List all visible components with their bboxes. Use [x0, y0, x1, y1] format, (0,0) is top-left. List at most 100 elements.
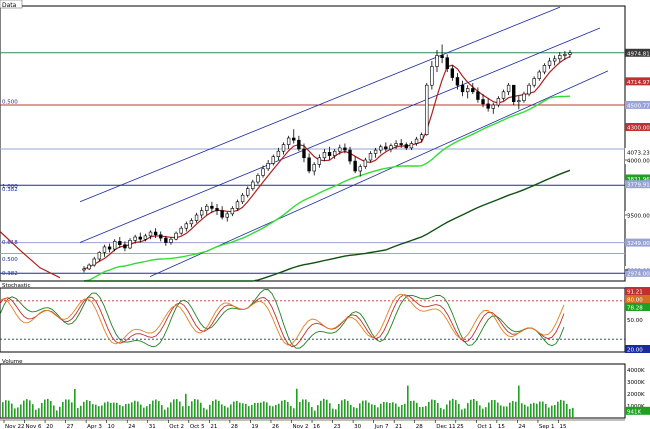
- panel-title-box: [0, 0, 23, 9]
- volume-bar: [416, 402, 418, 418]
- candle-body: [379, 146, 383, 151]
- candle-body: [481, 99, 485, 105]
- volume-bar: [110, 402, 112, 418]
- volume-bar: [170, 402, 172, 418]
- volume-bar: [449, 400, 451, 418]
- price-panel: Data0.5001.0000.3820.6180.5000.3825885.7…: [0, 0, 650, 282]
- candle-body: [399, 143, 403, 145]
- x-tick-label: 28: [416, 424, 423, 429]
- volume-bar: [8, 400, 10, 418]
- volume-bar: [35, 409, 37, 418]
- volume-panel-title: Volume: [2, 359, 23, 365]
- candle-body: [353, 160, 357, 172]
- candle-body: [302, 148, 306, 159]
- price-label: 3831.96: [627, 177, 650, 183]
- volume-bar: [104, 402, 106, 418]
- candle-body: [501, 91, 506, 99]
- volume-bar: [353, 407, 355, 418]
- volume-bar: [275, 404, 277, 418]
- volume-bar: [563, 400, 565, 418]
- candle-body: [414, 138, 419, 144]
- volume-bar: [107, 401, 109, 418]
- volume-bar: [83, 401, 85, 418]
- volume-bar: [368, 402, 370, 418]
- candle-body: [425, 84, 429, 135]
- volume-bar: [503, 406, 505, 418]
- candle-body: [486, 103, 490, 109]
- volume-bar: [287, 401, 289, 418]
- x-tick-label: Dec 11: [436, 424, 455, 429]
- candle-body: [373, 149, 378, 154]
- volume-bar: [71, 402, 73, 418]
- stochastic-label-box: [625, 287, 650, 295]
- volume-bar: [224, 405, 226, 418]
- candle-body: [552, 58, 557, 62]
- volume-bar: [419, 406, 421, 418]
- price-label: 3249.00: [627, 241, 650, 247]
- candle-body: [471, 88, 475, 93]
- volume-bar: [488, 402, 490, 418]
- volume-bar: [221, 404, 223, 418]
- candle-body: [179, 227, 183, 234]
- x-tick-label: Nov 6: [26, 424, 42, 429]
- candle-body: [235, 201, 240, 209]
- candle-body: [220, 210, 224, 218]
- volume-bar: [425, 406, 427, 418]
- price-label: 4300.00: [627, 126, 650, 132]
- volume-bar: [125, 404, 127, 418]
- volume-bar: [437, 402, 439, 418]
- candle-body: [169, 238, 173, 243]
- volume-bar: [344, 399, 346, 418]
- volume-bar: [440, 407, 442, 418]
- x-tick-label: Oct 5: [190, 424, 205, 429]
- volume-bar: [305, 399, 307, 418]
- volume-bar: [443, 409, 445, 418]
- price-label: 4073.23: [627, 150, 650, 156]
- candle-body: [133, 236, 137, 241]
- volume-bar: [350, 404, 352, 418]
- price-label-box: [625, 100, 650, 109]
- volume-bar: [374, 405, 376, 418]
- candle-body: [164, 237, 168, 243]
- volume-bar: [422, 406, 424, 418]
- volume-bar: [554, 405, 556, 418]
- trend-channel-line: [79, 6, 561, 203]
- stochastic-line: [0, 294, 565, 348]
- candle-body: [563, 54, 567, 56]
- candle-body: [384, 146, 388, 150]
- x-tick-label: Sep 1: [539, 424, 555, 429]
- x-tick-label: 19: [251, 424, 258, 429]
- volume-bar: [200, 402, 202, 418]
- volume-bar: [92, 404, 94, 418]
- volume-bar: [152, 400, 154, 418]
- price-label: 3500.00: [627, 214, 650, 220]
- volume-bar: [371, 404, 373, 418]
- candle-body: [251, 181, 255, 189]
- price-label-box: [625, 238, 650, 247]
- x-tick-label: Jun 7: [374, 424, 389, 429]
- volume-bar: [527, 406, 529, 418]
- candle-body: [194, 214, 199, 221]
- candle-body: [455, 77, 460, 86]
- fib-level-label: 0.382: [2, 271, 18, 277]
- candle-body: [153, 231, 158, 236]
- volume-tick-label: 4000K: [627, 368, 645, 374]
- volume-bar: [44, 399, 46, 418]
- volume-bar: [134, 400, 136, 418]
- candle-body: [240, 194, 245, 203]
- candle-body: [363, 159, 368, 167]
- candle-body: [276, 150, 281, 157]
- volume-bar: [524, 404, 526, 418]
- candle-body: [368, 153, 373, 161]
- price-label-box: [625, 211, 650, 219]
- volume-bar: [5, 400, 7, 418]
- volume-bar: [308, 402, 310, 418]
- volume-bar: [347, 400, 349, 418]
- candle-body: [92, 258, 96, 266]
- volume-bar: [131, 402, 133, 418]
- candle-body: [460, 84, 465, 93]
- candle-body: [465, 88, 470, 93]
- volume-bar: [53, 405, 55, 418]
- volume-bar: [23, 400, 25, 418]
- volume-bar: [26, 399, 28, 418]
